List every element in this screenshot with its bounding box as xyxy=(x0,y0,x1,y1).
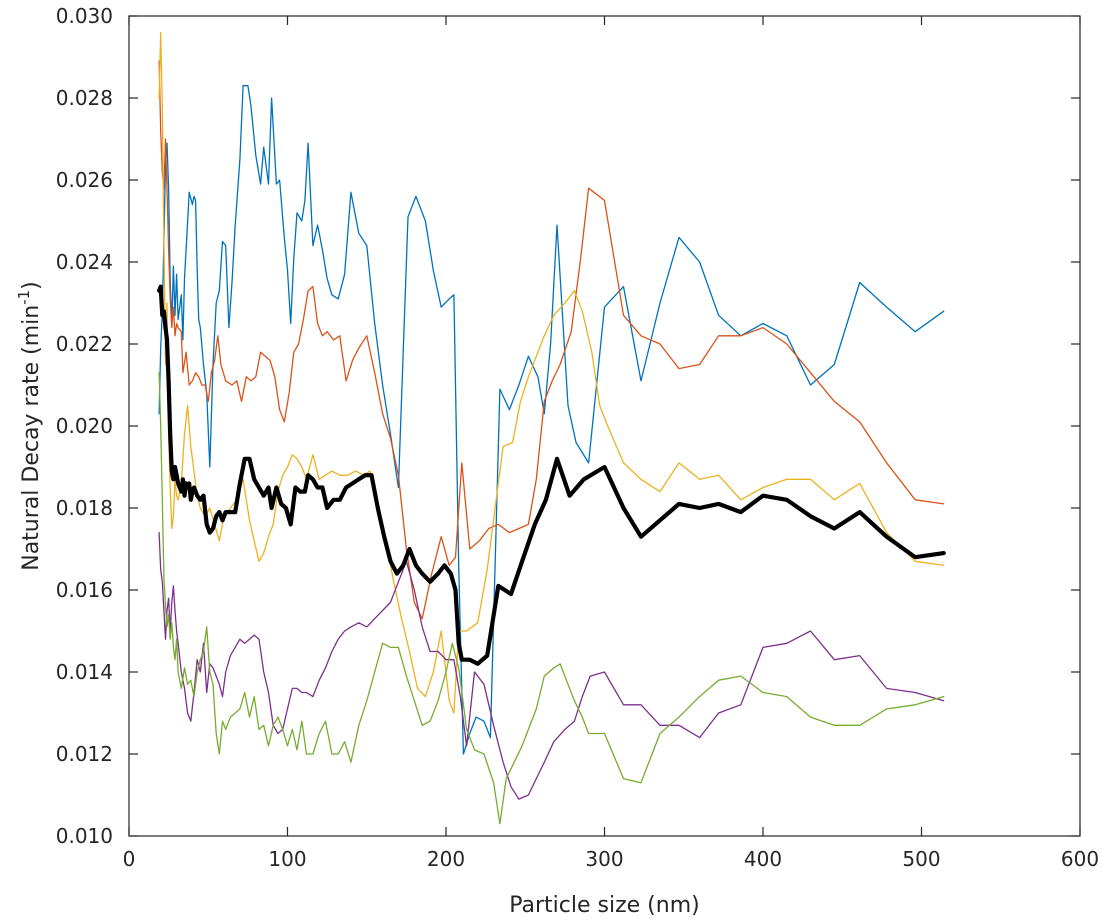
y-tick-label: 0.018 xyxy=(56,496,113,520)
y-tick-label: 0.014 xyxy=(56,660,113,684)
y-tick-label: 0.020 xyxy=(56,414,113,438)
y-tick-label: 0.024 xyxy=(56,250,113,274)
y-tick-label: 0.012 xyxy=(56,742,113,766)
y-axis-label-superscript: -1 xyxy=(15,290,33,305)
series-line xyxy=(158,60,945,620)
series-line xyxy=(158,31,945,714)
x-tick-label: 100 xyxy=(268,847,306,871)
series-line xyxy=(157,284,946,666)
x-tick-label: 400 xyxy=(744,847,782,871)
y-tick-label: 0.030 xyxy=(56,4,113,28)
y-tick-label: 0.026 xyxy=(56,168,113,192)
series-line xyxy=(158,85,945,755)
x-tick-label: 300 xyxy=(585,847,623,871)
x-tick-label: 200 xyxy=(427,847,465,871)
series-line xyxy=(158,372,945,825)
x-axis-label: Particle size (nm) xyxy=(509,893,699,918)
y-axis-label-main: Natural Decay rate (min xyxy=(19,305,44,571)
x-tick-label: 500 xyxy=(902,847,940,871)
y-tick-label: 0.028 xyxy=(56,86,113,110)
y-axis-label: Natural Decay rate (min-1) xyxy=(15,281,44,571)
y-tick-label: 0.010 xyxy=(56,824,113,848)
x-tick-label: 600 xyxy=(1061,847,1099,871)
y-axis-ticks: 0.010 0.012 0.014 0.016 0.018 0.020 0.022 0.024… xyxy=(56,4,1080,848)
x-tick-label: 0 xyxy=(123,847,136,871)
y-tick-label: 0.016 xyxy=(56,578,113,602)
x-axis-ticks: 0 100 200 300 400 500 600 xyxy=(123,16,1099,871)
series-line xyxy=(158,531,945,800)
y-axis-label-close: ) xyxy=(19,281,44,290)
y-tick-label: 0.022 xyxy=(56,332,113,356)
series-layer xyxy=(157,31,946,825)
